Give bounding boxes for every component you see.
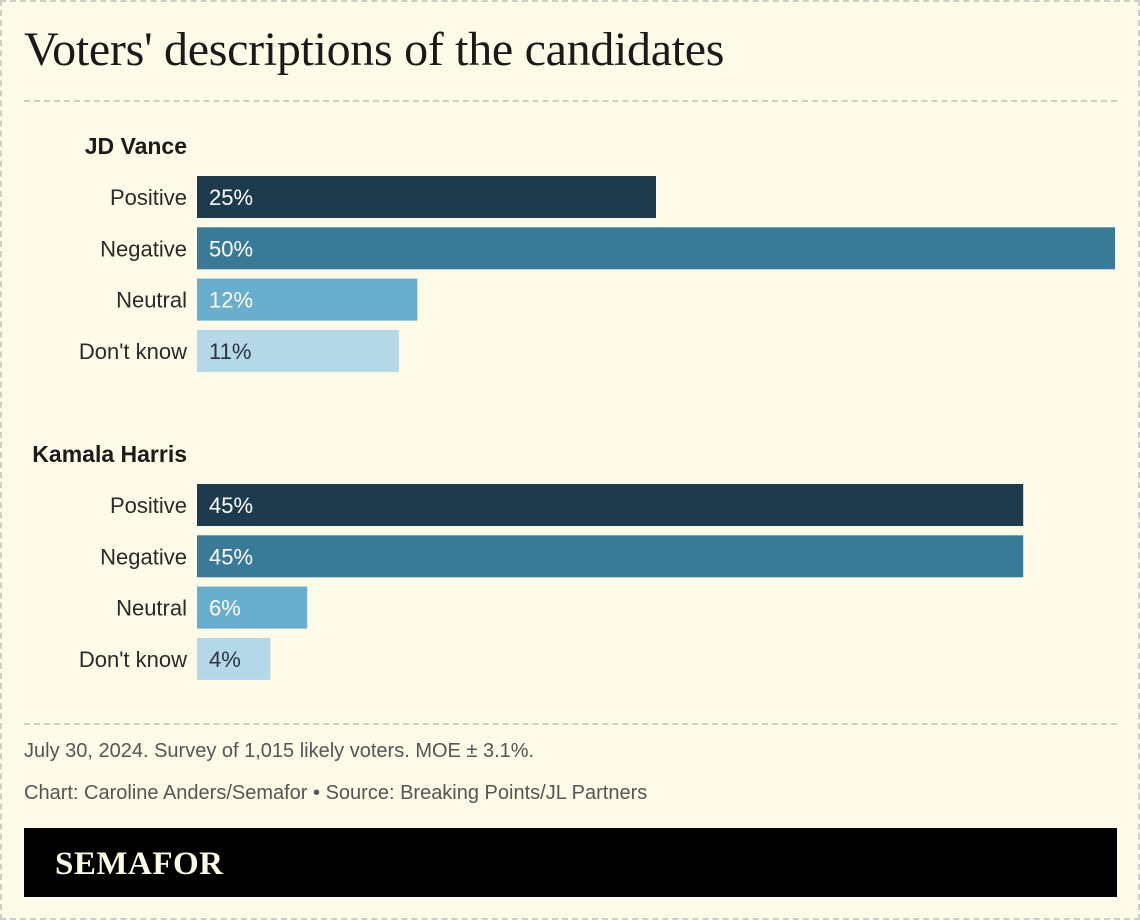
category-label-positive: Positive <box>110 185 187 210</box>
survey-note: July 30, 2024. Survey of 1,015 likely vo… <box>24 740 535 762</box>
value-label-kamala-harris-neutral: 6% <box>209 596 241 621</box>
value-label-kamala-harris-don-t-know: 4% <box>209 647 241 672</box>
group-label-jd-vance: JD Vance <box>85 133 187 159</box>
bar-chart: JD Vance Positive 25% Negative 50% Neutral 12%… <box>32 133 1115 680</box>
category-label-don-t-know: Don't know <box>79 647 187 672</box>
bar-jd-vance-positive <box>197 176 656 218</box>
value-label-jd-vance-neutral: 12% <box>209 288 253 313</box>
value-label-jd-vance-don-t-know: 11% <box>209 339 251 364</box>
bar-jd-vance-don-t-know <box>197 329 399 372</box>
value-label-kamala-harris-positive: 45% <box>209 493 253 518</box>
bar-kamala-harris-positive <box>197 484 1024 526</box>
category-label-don-t-know: Don't know <box>79 339 187 364</box>
bar-kamala-harris-negative <box>197 535 1024 578</box>
category-label-negative: Negative <box>100 544 187 569</box>
category-label-positive: Positive <box>110 493 187 518</box>
top-divider <box>24 100 1117 102</box>
value-label-jd-vance-negative: 50% <box>209 236 253 261</box>
category-label-neutral: Neutral <box>116 596 187 621</box>
value-label-kamala-harris-negative: 45% <box>209 544 253 569</box>
bar-kamala-harris-neutral <box>197 586 308 629</box>
semafor-logo: SEMAFOR <box>55 846 224 882</box>
group-label-kamala-harris: Kamala Harris <box>32 441 187 467</box>
bar-jd-vance-neutral <box>197 278 418 321</box>
chart-title: Voters' descriptions of the candidates <box>24 23 725 76</box>
bottom-divider <box>24 723 1117 725</box>
value-label-jd-vance-positive: 25% <box>209 185 253 210</box>
category-label-negative: Negative <box>100 236 187 261</box>
bar-kamala-harris-don-t-know <box>197 637 271 680</box>
category-label-neutral: Neutral <box>116 288 187 313</box>
bar-jd-vance-negative <box>197 227 1115 270</box>
chart-credit: Chart: Caroline Anders/Semafor • Source:… <box>24 782 648 804</box>
brand-bar: SEMAFOR <box>24 828 1117 897</box>
